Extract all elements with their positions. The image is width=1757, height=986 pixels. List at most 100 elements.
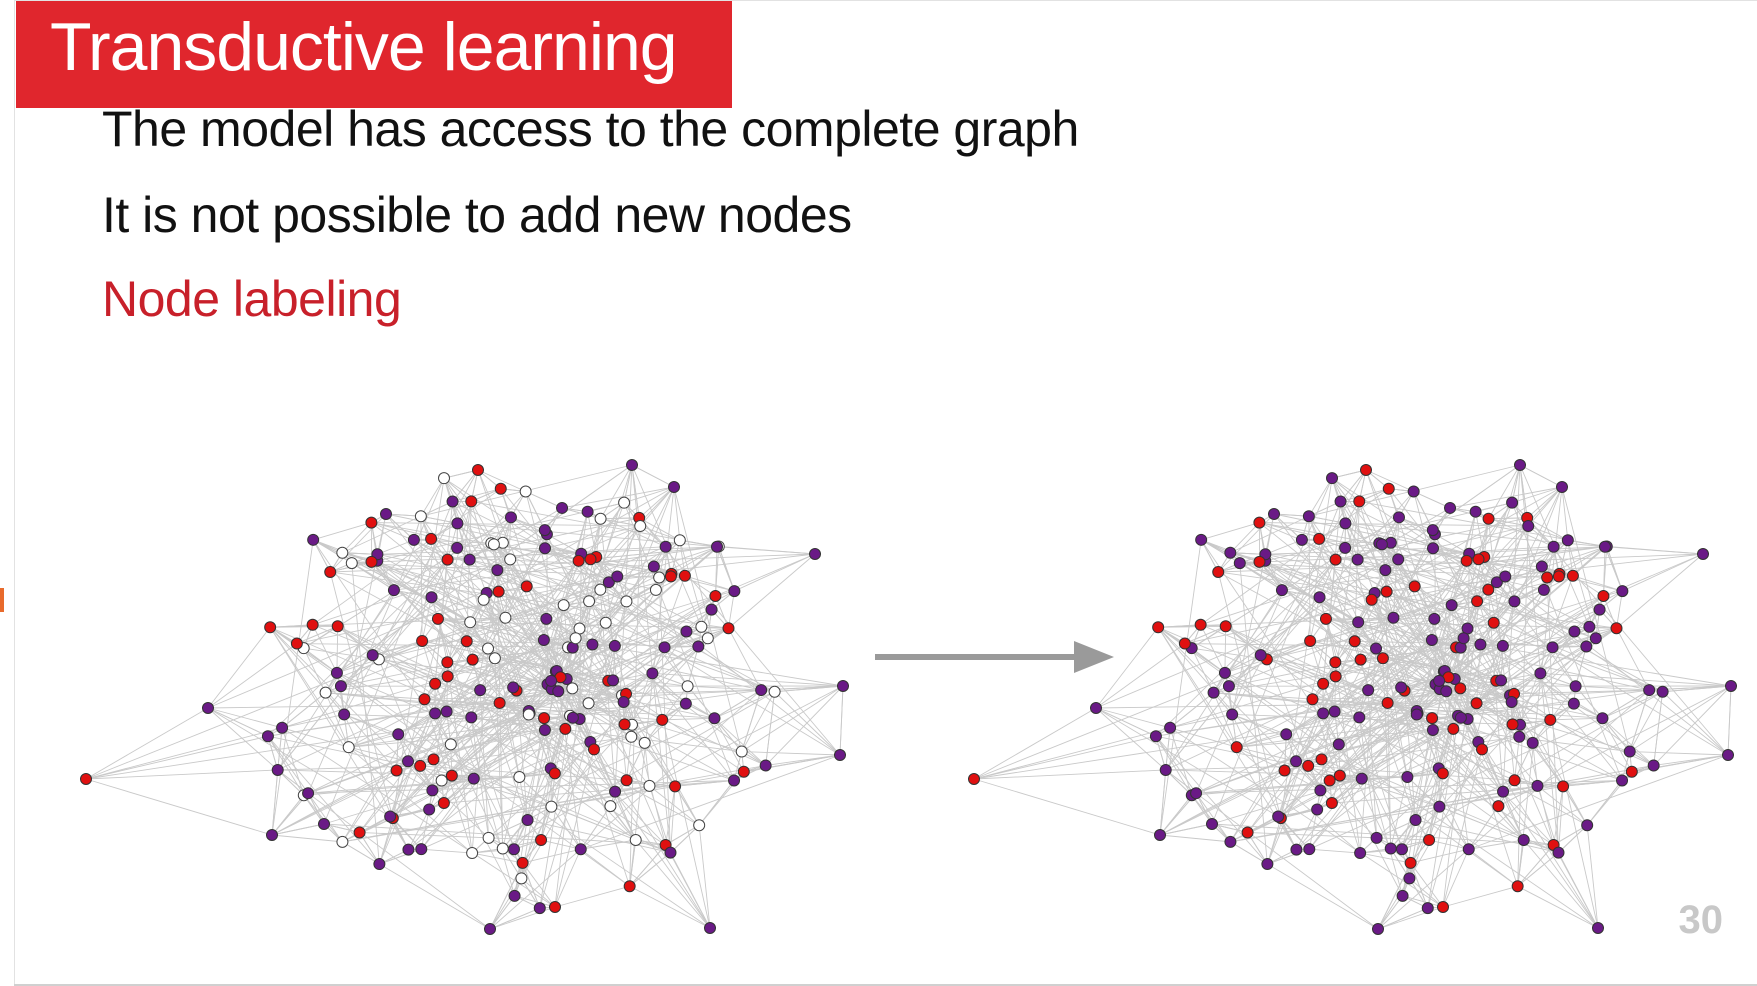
graph-node	[1278, 764, 1291, 777]
graph-edge	[1201, 522, 1260, 541]
graph-edge	[502, 691, 775, 849]
graph-edge	[714, 689, 762, 719]
graph-edge	[518, 776, 529, 821]
graph-edge	[1511, 464, 1521, 503]
graph-node	[366, 649, 379, 662]
graph-node	[584, 553, 597, 566]
graph-edge	[450, 744, 504, 849]
graph-edge	[1442, 885, 1518, 908]
graph-node	[318, 818, 330, 830]
graph-edge	[638, 486, 675, 519]
graph-edge	[307, 792, 343, 843]
graph-edge	[539, 601, 590, 909]
graph-edge	[1159, 539, 1202, 836]
graph-edge	[1410, 862, 1429, 909]
graph-edge	[377, 560, 580, 720]
graph-edge	[973, 710, 1417, 780]
graph-node	[1470, 697, 1483, 710]
graph-node	[1362, 684, 1375, 697]
graph-node	[664, 570, 677, 583]
graph-edge	[614, 464, 633, 792]
graph-node	[837, 680, 849, 692]
graph-edge	[1449, 486, 1563, 509]
graph-edge	[277, 547, 458, 771]
graph-edge	[307, 714, 529, 794]
graph-node	[705, 603, 718, 616]
graph-node	[709, 589, 722, 602]
graph-node	[437, 797, 450, 810]
graph-node	[1599, 540, 1612, 553]
graph-node	[549, 901, 561, 913]
graph-node	[1421, 902, 1434, 915]
graph-node	[678, 569, 691, 582]
graph-edge	[351, 562, 660, 578]
graph-edge	[323, 823, 666, 846]
graph-edge	[207, 707, 269, 737]
graph-node	[515, 872, 528, 885]
graph-edge	[336, 626, 339, 673]
graph-node	[1547, 540, 1560, 553]
graph-edge	[267, 735, 474, 780]
graph-edge	[521, 486, 675, 879]
graph-node	[1370, 831, 1383, 844]
graph-edge	[1402, 895, 1444, 908]
graph-edge	[561, 486, 675, 509]
graph-edge	[437, 618, 844, 687]
graph-edge	[662, 717, 715, 721]
graph-partially-labeled	[80, 459, 849, 935]
graph-edge	[1488, 464, 1521, 519]
graph-node	[634, 520, 647, 533]
graph-node	[583, 595, 596, 608]
graph-node	[1351, 553, 1364, 566]
graph-edge	[765, 691, 776, 766]
graph-node	[569, 632, 582, 645]
graph-edge	[1308, 516, 1417, 821]
graph-edge	[652, 672, 844, 687]
graph-edge	[673, 486, 681, 541]
graph-node	[290, 637, 303, 650]
graph-edge	[557, 647, 574, 692]
graph-node	[968, 773, 980, 785]
graph-edge	[307, 477, 445, 794]
graph-edge	[525, 491, 563, 509]
graph-node	[441, 670, 454, 683]
graph-edge	[625, 693, 700, 826]
graph-edge	[1442, 728, 1454, 774]
graph-edge	[420, 477, 445, 517]
graph-edge	[270, 625, 338, 628]
graph-edge	[420, 809, 430, 850]
graph-edge	[447, 661, 742, 752]
graph-edge	[494, 658, 504, 849]
graph-node	[1226, 708, 1239, 721]
graph-edge	[1095, 707, 1157, 737]
graph-node	[1505, 695, 1518, 708]
graph-node	[1253, 555, 1266, 568]
graph-node	[507, 843, 520, 856]
graph-node	[492, 585, 505, 598]
graph-edge	[325, 692, 350, 748]
graph-edge	[1095, 707, 1167, 771]
graph-edge	[281, 727, 349, 748]
graph-node	[319, 686, 332, 699]
graph-node	[539, 542, 552, 555]
graph-node	[1325, 797, 1338, 810]
graph-node	[1433, 674, 1446, 687]
graph-node	[1409, 814, 1422, 827]
graph-edge	[379, 863, 491, 930]
graph-node	[1332, 738, 1345, 751]
graph-edge	[269, 626, 630, 887]
graph-edge	[1428, 839, 1469, 850]
graph-edge	[385, 513, 496, 659]
graph-edge	[1236, 746, 1297, 762]
graph-node	[1541, 571, 1554, 584]
graph-edge	[1393, 529, 1434, 618]
graph-edge	[378, 491, 527, 660]
graph-node	[1544, 713, 1557, 726]
graph-edge	[342, 548, 546, 843]
graph-node	[1326, 472, 1339, 485]
graph-node	[1469, 505, 1482, 518]
graph-node	[435, 774, 448, 787]
graph-edge	[1445, 647, 1462, 692]
graph-node	[1354, 653, 1367, 666]
